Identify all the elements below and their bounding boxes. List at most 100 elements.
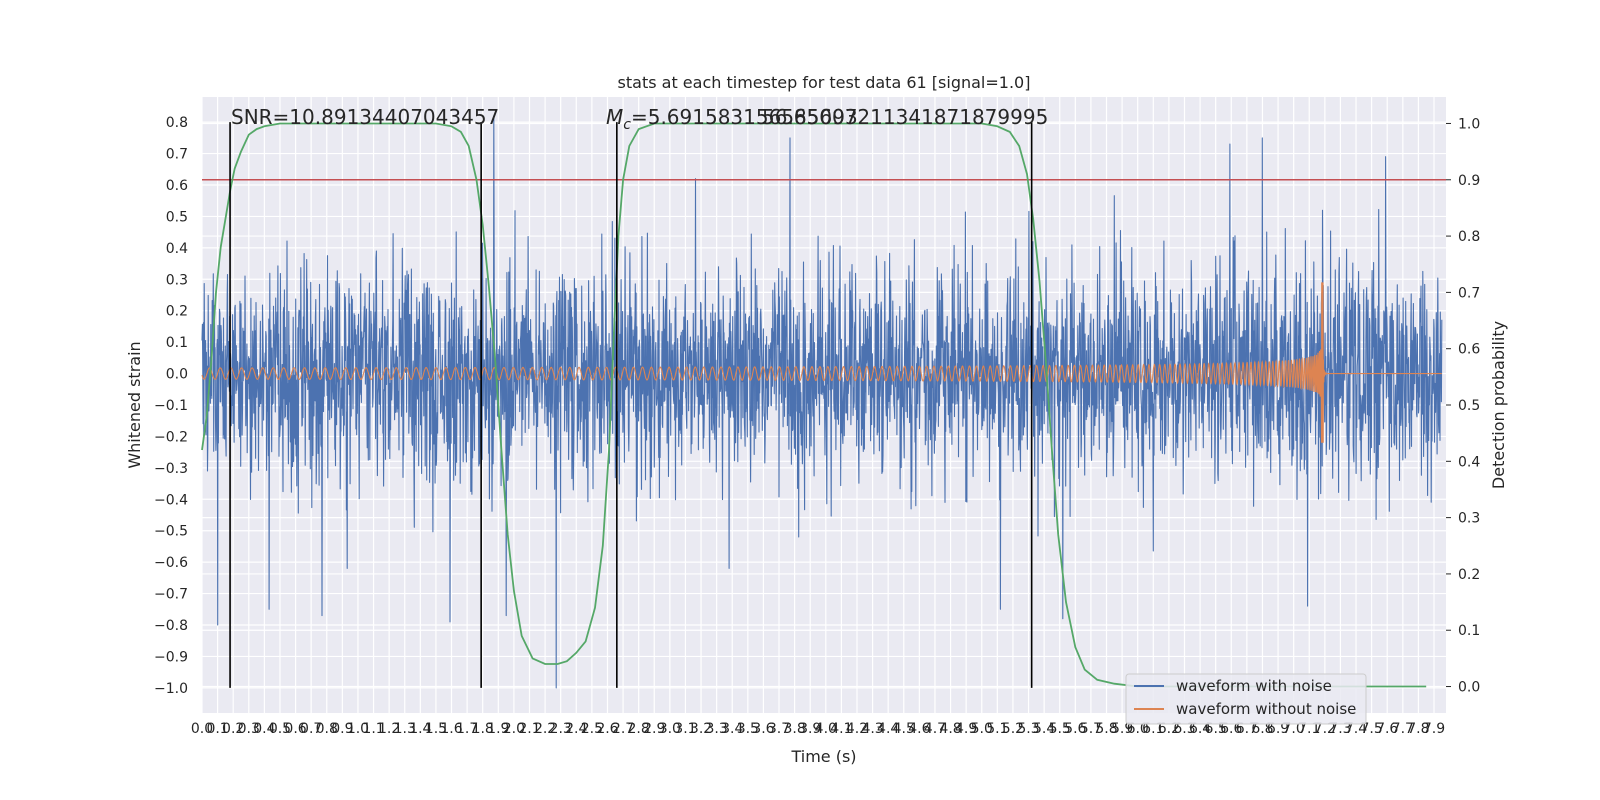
y-tick-label-right: 0.5 [1458,398,1480,414]
y-tick-label-left: 0.2 [166,304,188,320]
x-tick-label: 6.6 [1220,721,1242,737]
x-tick-label: 2.5 [581,721,603,737]
x-tick-label: 7.0 [1283,721,1305,737]
x-tick-label: 1.8 [472,721,494,737]
x-tick-label: 6.9 [1267,721,1289,737]
y-tick-label-left: 0.8 [166,115,188,131]
x-tick-label: 4.0 [815,721,837,737]
y-tick-label-left: −1.0 [154,681,188,697]
y-tick-label-left: −0.5 [154,524,188,540]
x-tick-label: 5.6 [1064,721,1086,737]
x-tick-label: 3.1 [674,721,696,737]
x-tick-label: 5.2 [1002,721,1024,737]
x-tick-label: 2.4 [565,721,587,737]
legend-box [1125,673,1367,725]
x-tick-label: 0.8 [316,721,338,737]
x-tick-label: 7.4 [1345,721,1367,737]
overlapping-annotation: 56.65007211341871879995 [762,105,1048,129]
x-tick-label: 2.3 [550,721,572,737]
x-tick-label: 4.3 [861,721,883,737]
y-tick-label-right: 0.2 [1458,567,1480,583]
y-tick-label-right: 0.6 [1458,342,1480,358]
x-tick-label: 1.3 [394,721,416,737]
mc-value: =5.691583156585693 [631,105,858,129]
x-tick-label: 0.2 [222,721,244,737]
x-tick-label: 2.6 [596,721,618,737]
x-tick-label: 3.8 [783,721,805,737]
x-tick-label: 6.3 [1173,721,1195,737]
x-tick-label: 4.5 [893,721,915,737]
y-tick-label-right: 0.9 [1458,173,1480,189]
x-tick-label: 5.3 [1017,721,1039,737]
x-tick-label: 3.2 [690,721,712,737]
x-tick-label: 2.0 [503,721,525,737]
y-tick-label-left: −0.3 [154,461,188,477]
x-tick-label: 7.3 [1329,721,1351,737]
x-tick-label: 1.6 [440,721,462,737]
x-tick-label: 2.2 [534,721,556,737]
x-tick-label: 7.8 [1407,721,1429,737]
y-tick-label-left: 0.7 [166,147,188,163]
legend-label-noise: waveform with noise [1176,677,1332,695]
x-tick-label: 2.1 [518,721,540,737]
y-tick-label-right: 0.0 [1458,680,1480,696]
chart-title: stats at each timestep for test data 61 … [618,73,1031,92]
x-tick-label: 3.0 [659,721,681,737]
x-tick-label: 3.5 [737,721,759,737]
x-tick-label: 0.7 [300,721,322,737]
x-tick-label: 0.6 [284,721,306,737]
x-tick-label: 7.5 [1360,721,1382,737]
x-tick-label: 5.7 [1080,721,1102,737]
y-tick-label-left: −0.8 [154,618,188,634]
x-tick-label: 5.4 [1033,721,1055,737]
x-tick-label: 4.6 [908,721,930,737]
x-tick-label: 1.2 [378,721,400,737]
x-tick-label: 4.1 [830,721,852,737]
x-tick-label: 1.9 [487,721,509,737]
y-tick-label-right: 0.3 [1458,511,1480,527]
x-tick-label: 4.2 [846,721,868,737]
y-tick-label-left: −0.6 [154,555,188,571]
y-tick-label-left: 0.3 [166,272,188,288]
x-tick-label: 3.9 [799,721,821,737]
y-tick-label-left: 0.0 [166,367,188,383]
x-tick-label: 2.8 [628,721,650,737]
y-axis-label-right: Detection probability [1489,321,1508,489]
x-tick-label: 6.5 [1205,721,1227,737]
y-axis-label-left: Whitened strain [125,341,144,468]
x-tick-label: 3.7 [768,721,790,737]
x-tick-label: 1.4 [409,721,431,737]
x-tick-label: 0.5 [269,721,291,737]
x-tick-label: 5.5 [1049,721,1071,737]
legend-label-clean: waveform without noise [1176,700,1356,718]
y-tick-label-left: −0.7 [154,587,188,603]
y-tick-label-left: 0.5 [166,209,188,225]
x-tick-label: 0.1 [206,721,228,737]
x-tick-label: 6.7 [1236,721,1258,737]
x-tick-label: 5.0 [971,721,993,737]
x-tick-label: 1.1 [362,721,384,737]
x-tick-label: 6.8 [1251,721,1273,737]
x-tick-label: 1.7 [456,721,478,737]
x-tick-label: 1.5 [425,721,447,737]
y-tick-label-right: 0.8 [1458,229,1480,245]
y-tick-label-right: 0.4 [1458,454,1480,470]
x-tick-label: 7.1 [1298,721,1320,737]
x-tick-label: 3.6 [752,721,774,737]
vertical-markers [229,122,1033,688]
x-tick-label: 1.0 [347,721,369,737]
snr-annotation: SNR=10.89134407043457 [231,105,499,129]
x-tick-label: 0.3 [238,721,260,737]
y-tick-label-left: −0.1 [154,398,188,414]
x-tick-label: 7.9 [1423,721,1445,737]
x-tick-label: 3.4 [721,721,743,737]
series-layer [201,115,1446,689]
x-tick-label: 7.2 [1314,721,1336,737]
x-tick-label: 6.1 [1142,721,1164,737]
legend: waveform with noise waveform without noi… [1125,673,1367,725]
y-tick-label-left: 0.4 [166,241,188,257]
series-waveform-without-noise [201,282,1442,443]
x-tick-label: 6.0 [1127,721,1149,737]
y-tick-label-left: 0.1 [166,335,188,351]
y-tick-label-left: −0.9 [154,649,188,665]
